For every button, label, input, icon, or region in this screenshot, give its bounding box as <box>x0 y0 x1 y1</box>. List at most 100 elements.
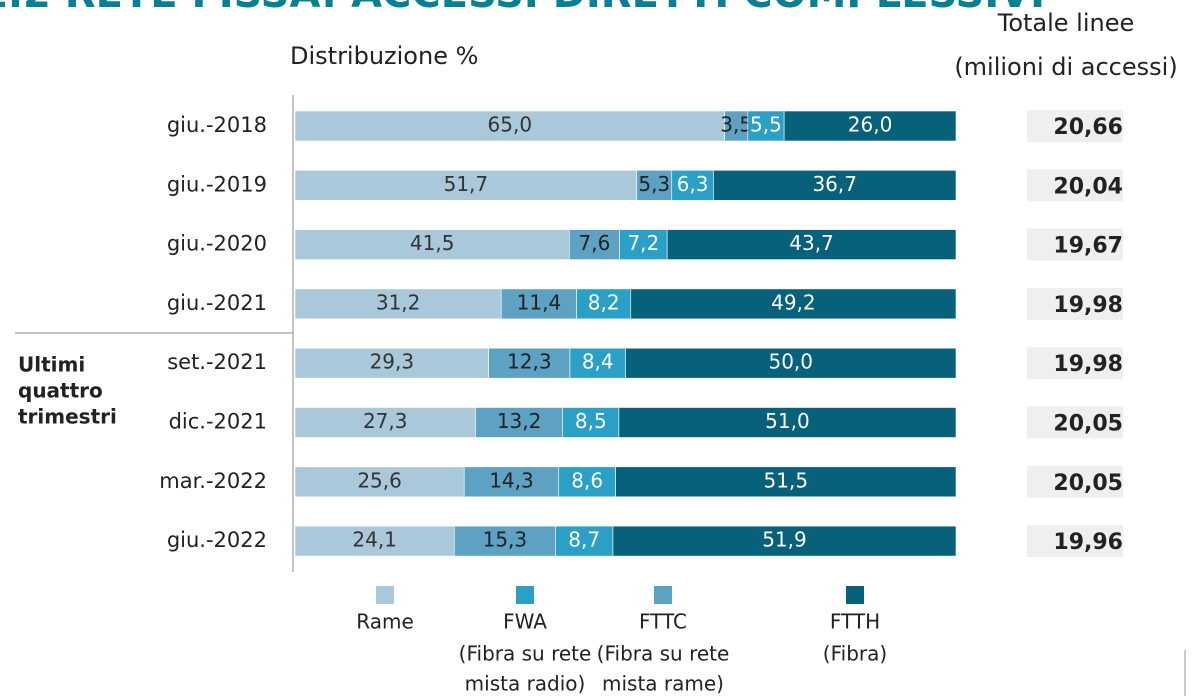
bar-segment <box>783 110 957 142</box>
y-tick-label: giu.-2019 <box>167 172 267 196</box>
value-label: 43,7 <box>789 231 834 255</box>
bar-segment <box>475 407 564 438</box>
axis-label: Distribuzione % <box>290 42 478 70</box>
value-label: 3,5 <box>720 113 752 137</box>
value-label: 50,0 <box>768 350 813 374</box>
value-label: 8,7 <box>568 528 600 552</box>
value-label: 5,3 <box>638 172 670 196</box>
bar-segment <box>625 347 957 379</box>
value-label: 8,6 <box>571 468 603 492</box>
bar-segment <box>454 525 556 557</box>
legend-label: FTTH <box>830 610 880 634</box>
bar-segment <box>294 288 502 320</box>
bar-segment <box>569 347 626 379</box>
group-label: quattro <box>18 379 103 403</box>
value-label: 36,7 <box>812 172 857 196</box>
total-label: 20,04 <box>1053 174 1123 199</box>
legend-note: mista rame) <box>602 672 724 696</box>
legend-label: FTTC <box>639 610 687 634</box>
bar-segment <box>558 466 616 498</box>
value-label: 25,6 <box>357 468 402 492</box>
bar-segment <box>576 288 632 320</box>
value-label: 65,0 <box>488 113 533 137</box>
value-label: 12,3 <box>507 350 552 374</box>
value-label: 13,2 <box>497 409 542 433</box>
legend-note: mista radio) <box>465 672 586 696</box>
total-box <box>1027 169 1123 202</box>
bar-segment <box>671 170 714 201</box>
value-label: 51,0 <box>765 409 810 433</box>
total-box <box>1027 525 1123 558</box>
total-label: 20,66 <box>1053 115 1123 140</box>
y-tick-label: giu.-2021 <box>167 291 267 315</box>
group-label: trimestri <box>18 405 117 429</box>
bar-segment <box>294 229 570 260</box>
total-label: 19,96 <box>1053 530 1123 555</box>
bar-segment <box>630 288 957 320</box>
bar-segment <box>294 170 638 201</box>
value-label: 51,7 <box>444 172 489 196</box>
total-box <box>1027 110 1123 142</box>
legend-label: FWA <box>503 610 547 634</box>
legend-swatch <box>376 586 394 604</box>
legend-note: (Fibra su rete <box>597 642 730 666</box>
legend-swatch <box>516 586 534 604</box>
value-label: 11,4 <box>517 290 562 314</box>
totals-title: (milioni di accessi) <box>954 53 1177 81</box>
value-label: 5,5 <box>750 113 782 137</box>
bar-segment <box>666 229 957 260</box>
total-label: 20,05 <box>1053 412 1123 437</box>
y-tick-label: mar.-2022 <box>159 469 267 493</box>
bar-segment <box>562 407 620 438</box>
y-tick-label: giu.-2018 <box>167 113 267 137</box>
value-label: 31,2 <box>376 290 421 314</box>
legend-note: (Fibra su rete <box>459 642 592 666</box>
y-tick-label: giu.-2022 <box>167 528 267 552</box>
value-label: 24,1 <box>352 528 397 552</box>
value-label: 49,2 <box>771 290 816 314</box>
bar-segment <box>619 229 668 260</box>
bar-segment <box>500 288 577 320</box>
value-label: 29,3 <box>370 350 415 374</box>
total-label: 19,98 <box>1053 352 1123 377</box>
totals-title: Totale linee <box>997 9 1135 37</box>
bar-segment <box>294 347 489 379</box>
bar-segment <box>488 347 571 379</box>
value-label: 6,3 <box>677 172 709 196</box>
bar-segment <box>569 229 620 260</box>
legend-swatch <box>654 586 672 604</box>
value-label: 8,4 <box>582 350 614 374</box>
bar-segment <box>713 170 957 201</box>
value-label: 51,9 <box>762 528 807 552</box>
bar-segment <box>636 170 673 201</box>
bar-segment <box>294 466 465 498</box>
bar-segment <box>294 110 725 142</box>
value-label: 26,0 <box>848 113 893 137</box>
total-box <box>1027 287 1123 320</box>
value-label: 8,2 <box>588 290 620 314</box>
chart-title: 1.2 RETE FISSA: ACCESSI DIRETTI COMPLESS… <box>0 0 1045 17</box>
value-label: 14,3 <box>489 468 534 492</box>
legend-swatch <box>846 586 864 604</box>
total-box <box>1027 347 1123 380</box>
value-label: 27,3 <box>363 409 408 433</box>
bar-segment <box>294 525 455 557</box>
total-box <box>1027 465 1123 498</box>
y-tick-label: giu.-2020 <box>167 232 267 256</box>
group-label: Ultimi <box>18 353 85 377</box>
bar-segment <box>555 525 614 557</box>
bar-segment <box>612 525 957 557</box>
total-box <box>1027 406 1123 439</box>
total-label: 20,05 <box>1053 471 1123 496</box>
total-box <box>1027 228 1123 261</box>
value-label: 41,5 <box>410 231 455 255</box>
total-label: 19,67 <box>1053 234 1123 259</box>
value-label: 7,6 <box>579 231 611 255</box>
value-label: 15,3 <box>483 528 528 552</box>
bar-segment <box>615 466 957 498</box>
legend-label: Rame <box>356 610 414 634</box>
value-label: 8,5 <box>575 409 607 433</box>
value-label: 7,2 <box>627 231 659 255</box>
bar-segment <box>618 407 957 438</box>
y-tick-label: dic.-2021 <box>169 410 267 434</box>
